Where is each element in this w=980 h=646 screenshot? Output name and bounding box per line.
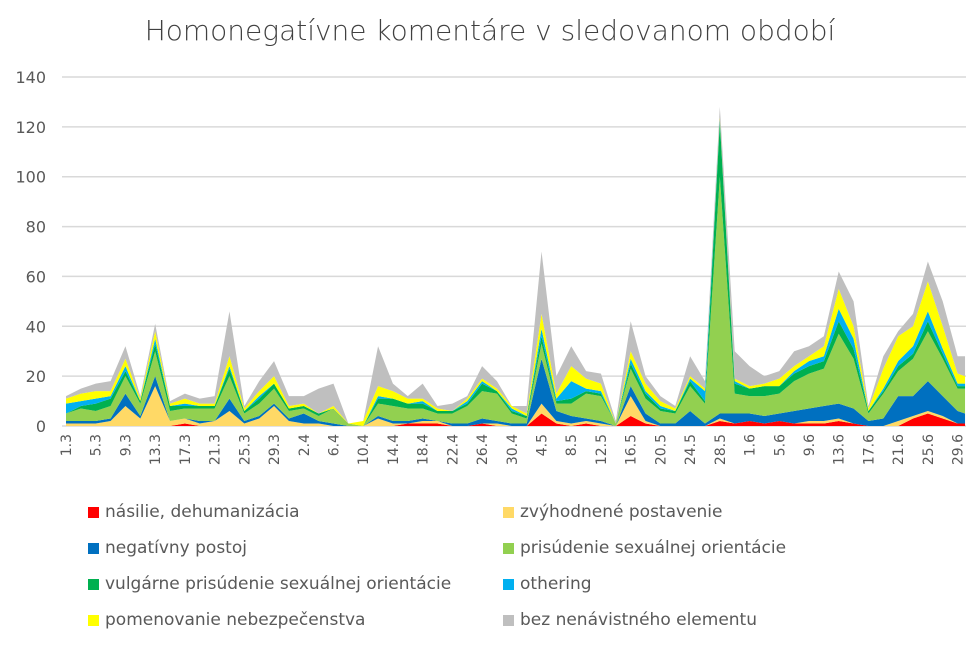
legend-item: negatívny postoj	[88, 538, 247, 558]
legend-swatch	[503, 614, 514, 626]
x-tick-label: 9.3	[118, 434, 134, 456]
area-series-3	[66, 176, 966, 426]
x-tick-label: 1.3	[59, 434, 75, 456]
y-tick-label: 100	[15, 168, 46, 187]
legend-item: zvýhodnené postavenie	[503, 502, 723, 522]
legend-label: pomenovanie nebezpečenstva	[105, 610, 366, 630]
chart-title: Homonegatívne komentáre v sledovanom obd…	[144, 14, 836, 47]
legend-label: bez nenávistného elementu	[520, 610, 757, 630]
area-series-1	[66, 386, 966, 426]
x-tick-label: 21.6	[891, 434, 907, 465]
legend-item: pomenovanie nebezpečenstva	[88, 610, 365, 630]
x-tick-label: 28.5	[713, 434, 729, 465]
legend-label: násilie, dehumanizácia	[105, 502, 300, 522]
legend-item: othering	[503, 574, 592, 594]
x-tick-label: 1.6	[743, 434, 759, 456]
x-tick-label: 30.4	[505, 434, 521, 465]
x-tick-label: 21.3	[208, 434, 224, 465]
legend-swatch	[503, 542, 514, 554]
x-tick-label: 20.5	[653, 434, 669, 465]
legend-item: prisúdenie sexuálnej orientácie	[503, 538, 786, 558]
x-tick-label: 5.6	[772, 434, 788, 456]
legend-item: vulgárne prisúdenie sexuálnej orientácie	[88, 574, 451, 594]
x-tick-label: 4.5	[535, 434, 551, 456]
area-series-6	[66, 116, 966, 426]
legend-swatch	[503, 506, 514, 518]
x-tick-label: 17.3	[178, 434, 194, 465]
y-tick-label: 80	[26, 218, 46, 237]
x-tick-label: 29.6	[951, 434, 967, 465]
legend-swatch	[503, 578, 514, 590]
y-tick-label: 0	[36, 417, 46, 436]
x-tick-label: 16.5	[624, 434, 640, 465]
y-tick-label: 60	[26, 267, 46, 286]
x-tick-label: 6.4	[326, 434, 342, 456]
x-tick-label: 10.4	[356, 434, 372, 465]
y-tick-label: 140	[15, 68, 46, 87]
x-tick-label: 26.4	[475, 434, 491, 465]
x-tick-label: 25.3	[237, 434, 253, 465]
x-tick-label: 18.4	[416, 434, 432, 465]
x-tick-label: 13.6	[832, 434, 848, 465]
x-tick-label: 9.6	[802, 434, 818, 456]
x-tick-label: 8.5	[564, 434, 580, 456]
x-tick-label: 17.6	[861, 434, 877, 465]
x-tick-label: 13.3	[148, 434, 164, 465]
x-tick-label: 5.3	[89, 434, 105, 456]
area-series-0	[66, 413, 966, 426]
x-tick-label: 22.4	[445, 434, 461, 465]
legend-label: othering	[520, 574, 592, 594]
legend-label: negatívny postoj	[105, 538, 247, 558]
legend-label: vulgárne prisúdenie sexuálnej orientácie	[105, 574, 452, 594]
x-tick-label: 25.6	[921, 434, 937, 465]
y-tick-label: 120	[15, 118, 46, 137]
x-tick-label: 14.4	[386, 434, 402, 465]
y-tick-label: 40	[26, 317, 46, 336]
x-tick-label: 2.4	[297, 434, 313, 456]
legend-item: bez nenávistného elementu	[503, 610, 757, 630]
legend-label: prisúdenie sexuálnej orientácie	[520, 538, 787, 558]
x-tick-label: 12.5	[594, 434, 610, 465]
legend-swatch	[88, 542, 99, 554]
legend-item: násilie, dehumanizácia	[88, 502, 300, 522]
legend-label: zvýhodnené postavenie	[520, 502, 723, 522]
y-tick-label: 20	[26, 367, 46, 386]
x-tick-label: 24.5	[683, 434, 699, 465]
legend-swatch	[88, 578, 99, 590]
x-tick-label: 29.3	[267, 434, 283, 465]
legend-swatch	[88, 506, 99, 518]
legend-swatch	[88, 614, 99, 626]
